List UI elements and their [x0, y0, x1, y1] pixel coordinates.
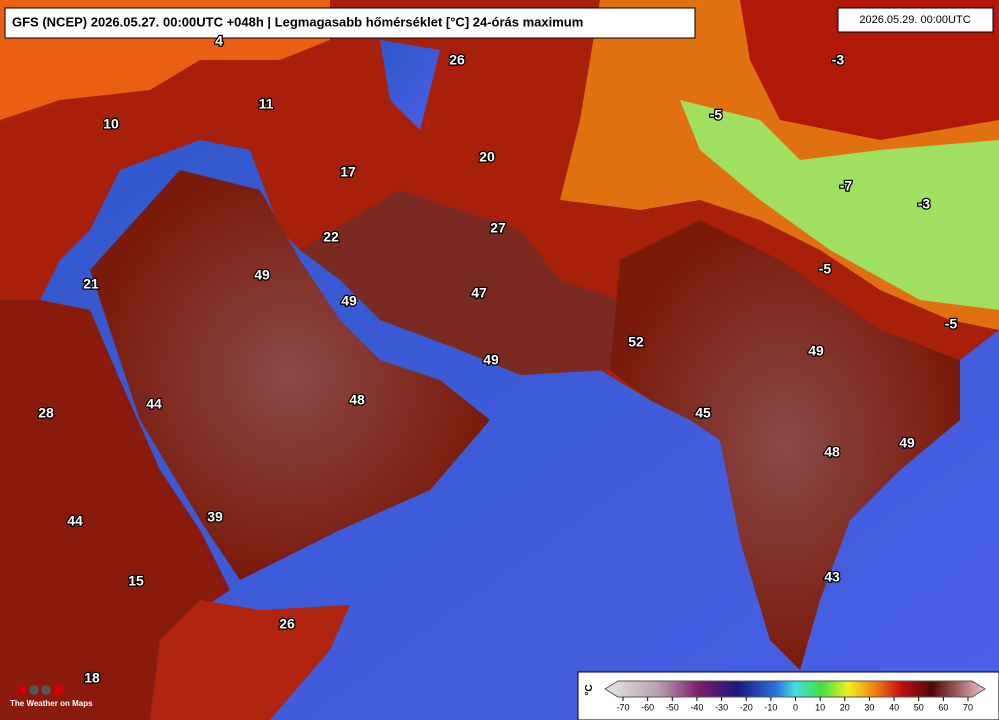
- colorbar-tick-label: 50: [914, 702, 924, 712]
- temperature-label: -5: [710, 107, 723, 123]
- temperature-label: -3: [832, 52, 845, 68]
- temperature-label: 27: [490, 220, 506, 236]
- colorbar-unit: °C: [584, 684, 595, 695]
- valid-time: 2026.05.29. 00:00UTC: [859, 14, 970, 26]
- logo: The Weather on Maps: [10, 684, 93, 708]
- temperature-label: 43: [824, 569, 840, 585]
- temperature-label: 49: [899, 435, 915, 451]
- temperature-label: 48: [349, 392, 365, 408]
- colorbar-tick-label: 0: [793, 702, 798, 712]
- colorbar-tick-label: 30: [864, 702, 874, 712]
- temperature-label: -7: [840, 178, 853, 194]
- temperature-label: 44: [146, 396, 162, 412]
- temperature-label: 48: [824, 444, 840, 460]
- land-iran: [300, 190, 620, 375]
- temperature-label: 10: [103, 116, 119, 132]
- temperature-label: 49: [254, 267, 270, 283]
- colorbar-tick-label: -20: [740, 702, 753, 712]
- colorbar-tick-label: -30: [715, 702, 728, 712]
- temperature-label: 15: [128, 573, 144, 589]
- colorbar-tick-label: 40: [889, 702, 899, 712]
- temperature-label: 47: [471, 285, 487, 301]
- land-india: [610, 220, 960, 670]
- temperature-label: 17: [340, 164, 356, 180]
- colorbar-tick-label: -70: [616, 702, 629, 712]
- temperature-label: 49: [341, 293, 357, 309]
- temperature-label: 4: [215, 33, 223, 49]
- labels: 4 26 -3 11 10 -5 20 17 -7 -3 22 27 49 -5 21 47 49 -5 52 49 4…: [37, 31, 959, 687]
- land-tibet: [680, 100, 999, 310]
- temperature-label: -3: [918, 196, 931, 212]
- colorbar-tick-label: -40: [690, 702, 703, 712]
- temperature-label: 18: [84, 670, 100, 686]
- caspian: [380, 40, 440, 130]
- colorbar: [604, 680, 986, 698]
- temperature-label: 26: [449, 52, 465, 68]
- title: GFS (NCEP) 2026.05.27. 00:00UTC +048h | …: [12, 14, 583, 29]
- colorbar-tick-label: 60: [938, 702, 948, 712]
- temperature-label: 11: [259, 96, 274, 112]
- colorbar-tick-label: 10: [815, 702, 825, 712]
- temperature-label: 26: [279, 616, 295, 632]
- logo-text: The Weather on Maps: [10, 699, 93, 708]
- temperature-label: 21: [83, 276, 99, 292]
- temperature-label: 45: [695, 405, 711, 421]
- land-horn: [150, 600, 350, 720]
- land-africa: [0, 300, 230, 720]
- colorbar-tick-label: 20: [840, 702, 850, 712]
- colorbar-tick-label: -10: [764, 702, 777, 712]
- temperature-label: 49: [483, 352, 499, 368]
- temperature-label: 39: [207, 509, 223, 525]
- temperature-label: 20: [479, 149, 495, 165]
- title-box: [4, 7, 696, 39]
- temperature-label: -5: [819, 261, 832, 277]
- land-tarim: [740, 0, 999, 140]
- colorbar-tick-label: -60: [641, 702, 654, 712]
- temperature-label: 28: [38, 405, 54, 421]
- valid-time-box: [837, 7, 994, 33]
- temperature-label: 22: [323, 229, 339, 245]
- colorbar-ticks: -70 -60 -50 -40 -30 -20 -10 0 10 20 30 40 50 60 70: [616, 697, 973, 712]
- colorbar-tick-label: 70: [963, 702, 973, 712]
- temperature-label: 52: [628, 334, 644, 350]
- colorbar-tick-label: -50: [666, 702, 679, 712]
- temperature-label: 49: [808, 343, 824, 359]
- temperature-label: -5: [945, 316, 958, 332]
- land-arabia: [90, 170, 490, 580]
- temperature-label: 44: [67, 513, 83, 529]
